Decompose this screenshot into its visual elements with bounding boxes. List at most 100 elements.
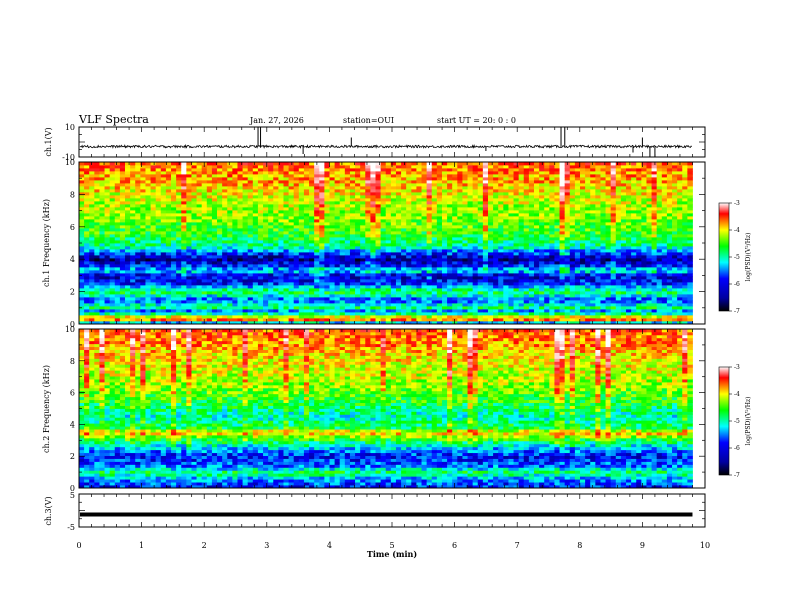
spectrogram-cell xyxy=(339,222,346,226)
spectrogram-cell xyxy=(528,171,535,175)
spectrogram-cell xyxy=(217,243,223,247)
spectrogram-cell xyxy=(329,231,336,235)
spectrogram-cell xyxy=(344,279,351,283)
spectrogram-cell xyxy=(447,171,453,175)
spectrogram-cell xyxy=(503,165,509,169)
spectrogram-cell xyxy=(257,306,264,310)
spectrogram-cell xyxy=(457,201,463,205)
spectrogram-cell xyxy=(206,315,213,319)
spectrogram-cell xyxy=(487,282,494,286)
spectrogram-cell xyxy=(130,222,136,226)
spectrogram-cell xyxy=(293,174,300,178)
spectrogram-cell xyxy=(160,309,167,313)
spectrogram-cell xyxy=(288,297,295,301)
spectrogram-cell xyxy=(196,264,203,268)
spectrogram-cell xyxy=(176,279,182,283)
spectrogram-cell xyxy=(365,189,371,193)
spectrogram-cell xyxy=(518,210,525,214)
spectrogram-cell xyxy=(401,255,407,259)
spectrogram-cell xyxy=(211,198,218,202)
spectrogram-cell xyxy=(528,306,535,310)
spectrogram-cell xyxy=(217,216,223,220)
spectrogram-cell xyxy=(125,171,131,175)
spectrogram-cell xyxy=(523,168,530,172)
spectrogram-cell xyxy=(355,192,361,196)
spectrogram-cell xyxy=(487,210,494,214)
spectrogram-cell xyxy=(293,210,300,214)
spectrogram-cell xyxy=(314,207,320,211)
spectrogram-cell xyxy=(426,273,433,277)
spectrogram-cell xyxy=(84,219,90,223)
spectrogram-cell xyxy=(482,285,489,289)
spectrogram-cell xyxy=(349,219,356,223)
spectrogram-cell xyxy=(421,270,428,274)
spectrogram-cell xyxy=(222,297,228,301)
spectrogram-cell xyxy=(380,300,387,304)
spectrogram-cell xyxy=(472,222,479,226)
spectrogram-cell xyxy=(477,243,484,247)
spectrogram-cell xyxy=(186,300,192,304)
spectrogram-cell xyxy=(104,267,111,271)
spectrogram-cell xyxy=(242,300,249,304)
spectrogram-cell xyxy=(155,309,162,313)
spectrogram-cell xyxy=(171,186,177,190)
spectrogram-cell xyxy=(79,216,85,220)
spectrogram-cell xyxy=(135,180,141,184)
spectrogram-cell xyxy=(84,210,90,214)
spectrogram-cell xyxy=(314,318,320,322)
spectrogram-cell xyxy=(79,231,85,235)
spectrogram-cell xyxy=(375,315,382,319)
spectrogram-cell xyxy=(237,246,243,250)
spectrogram-cell xyxy=(298,303,305,307)
spectrogram-cell xyxy=(247,279,254,283)
spectrogram-cell xyxy=(181,222,187,226)
spectrogram-cell xyxy=(145,231,151,235)
spectrogram-cell xyxy=(421,315,428,319)
spectrogram-cell xyxy=(344,183,351,187)
spectrogram-cell xyxy=(263,183,269,187)
spectrogram-cell xyxy=(145,234,151,238)
spectrogram-cell xyxy=(94,231,100,235)
spectrogram-cell xyxy=(401,165,407,169)
spectrogram-cell xyxy=(165,174,172,178)
spectrogram-cell xyxy=(462,186,468,190)
spectrogram-cell xyxy=(273,261,279,265)
spectrogram-cell xyxy=(487,237,494,241)
spectrogram-cell xyxy=(217,246,223,250)
spectrogram-cell xyxy=(201,222,208,226)
spectrogram-cell xyxy=(365,249,371,253)
spectrogram-cell xyxy=(293,171,300,175)
spectrogram-cell xyxy=(268,249,274,253)
spectrogram-cell xyxy=(278,177,284,181)
spectrogram-cell xyxy=(416,294,422,298)
spectrogram-cell xyxy=(119,285,126,289)
spectrogram-cell xyxy=(247,207,254,211)
spectrogram-cell xyxy=(114,219,121,223)
spectrogram-cell xyxy=(303,231,310,235)
spectrogram-cell xyxy=(145,261,151,265)
spectrogram-cell xyxy=(293,321,300,325)
spectrogram-cell xyxy=(324,222,330,226)
spectrogram-cell xyxy=(201,225,208,229)
spectrogram-cell xyxy=(355,249,361,253)
spectrogram-cell xyxy=(263,309,269,313)
spectrogram-cell xyxy=(349,222,356,226)
spectrogram-cell xyxy=(528,291,535,295)
spectrogram-cell xyxy=(416,165,422,169)
spectrogram-cell xyxy=(472,255,479,259)
spectrogram-cell xyxy=(518,174,525,178)
spectrogram-cell xyxy=(125,165,131,169)
spectrogram-cell xyxy=(176,171,182,175)
spectrogram-cell xyxy=(150,237,157,241)
spectrogram-cell xyxy=(89,300,95,304)
spectrogram-cell xyxy=(370,306,376,310)
spectrogram-cell xyxy=(217,297,223,301)
spectrogram-cell xyxy=(360,285,366,289)
spectrogram-cell xyxy=(176,204,182,208)
spectrogram-cell xyxy=(242,186,249,190)
spectrogram-cell xyxy=(375,222,382,226)
spectrogram-cell xyxy=(503,231,509,235)
spectrogram-cell xyxy=(518,312,525,316)
spectrogram-cell xyxy=(242,285,249,289)
spectrogram-cell xyxy=(441,255,448,259)
